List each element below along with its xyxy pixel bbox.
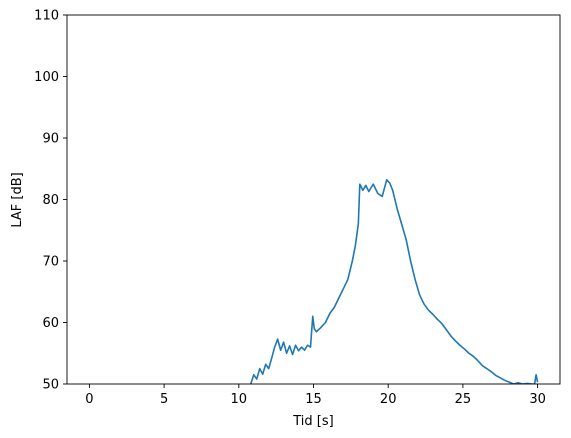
y-axis-label: LAF [dB] [10, 172, 25, 227]
x-tick-label: 20 [380, 392, 397, 407]
y-tick-label: 110 [34, 9, 59, 24]
x-tick-label: 0 [85, 392, 93, 407]
y-tick-label: 90 [42, 132, 59, 147]
x-tick-label: 30 [529, 392, 546, 407]
y-tick-label: 60 [42, 316, 59, 331]
plot-area [249, 179, 539, 384]
x-tick-label: 15 [305, 392, 322, 407]
y-tick-label: 70 [42, 255, 59, 270]
x-tick-label: 5 [160, 392, 168, 407]
y-tick-label: 50 [42, 378, 59, 393]
x-tick-label: 25 [455, 392, 472, 407]
x-axis-label: Tid [s] [292, 414, 333, 429]
y-tick-label: 100 [34, 70, 59, 85]
axes: 0 5 10 15 20 25 30 50 60 70 80 90 100 110 [34, 9, 561, 407]
series-line-0 [249, 179, 539, 384]
x-tick-label: 10 [231, 392, 248, 407]
y-tick-label: 80 [42, 193, 59, 208]
